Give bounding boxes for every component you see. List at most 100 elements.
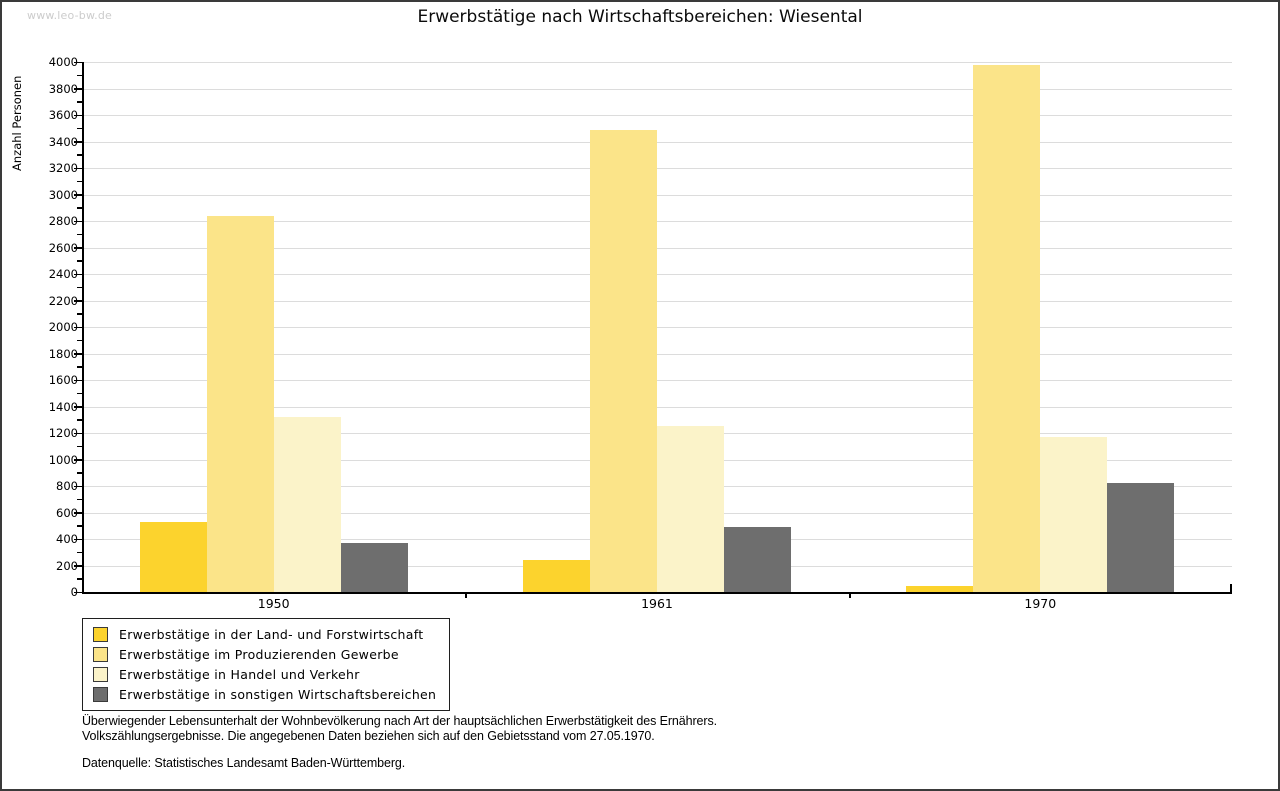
y-tick-label: 3400 [48, 134, 78, 149]
x-axis-end-tick [1230, 584, 1232, 592]
footnote-line-1: Überwiegender Lebensunterhalt der Wohnbe… [82, 714, 717, 728]
y-axis-minor-tick [77, 392, 82, 395]
y-tick-label: 3800 [48, 81, 78, 96]
y-tick-label: 1400 [48, 399, 78, 414]
gridline [82, 62, 1232, 63]
gridline [82, 300, 1232, 302]
y-axis-major-tick [74, 300, 82, 302]
y-axis-major-tick [74, 194, 82, 196]
y-tick-label: 3200 [48, 161, 78, 175]
y-tick-label: 800 [56, 479, 78, 493]
y-axis-minor-tick [77, 286, 82, 289]
y-axis-minor-tick [77, 233, 82, 236]
y-tick-label: 2600 [48, 240, 78, 255]
gridline [82, 247, 1232, 249]
y-axis-minor-tick [77, 313, 82, 315]
gridline [82, 141, 1232, 143]
y-axis-minor-tick [77, 366, 82, 368]
bar [590, 129, 657, 592]
gridline [82, 115, 1232, 116]
footnote-source: Datenquelle: Statistisches Landesamt Bad… [82, 756, 406, 770]
y-axis-minor-tick [77, 180, 82, 183]
bar [724, 527, 791, 592]
y-axis-major-tick [74, 273, 82, 275]
y-axis-major-tick [74, 459, 82, 461]
y-tick-label: 400 [56, 532, 78, 546]
gridline [82, 380, 1232, 381]
y-axis-minor-tick [77, 339, 82, 342]
y-tick-label: 1800 [48, 346, 78, 361]
bar [906, 586, 974, 592]
bar [523, 560, 590, 592]
y-tick-label: 0 [70, 585, 78, 599]
x-tick-label: 1950 [257, 596, 290, 611]
y-axis-minor-tick [77, 207, 82, 209]
legend-item: Erwerbstätige in Handel und Verkehr [83, 664, 449, 684]
y-axis-major-tick [74, 485, 82, 487]
y-tick-label: 3600 [48, 108, 78, 122]
y-axis-minor-tick [77, 445, 82, 448]
legend-swatch-icon [93, 626, 108, 642]
y-axis-line [82, 62, 84, 594]
chart-title: Erwerbstätige nach Wirtschaftsbereichen:… [417, 7, 863, 27]
y-axis-major-tick [74, 88, 82, 90]
y-tick-label: 1000 [48, 452, 78, 467]
legend-item-label: Erwerbstätige in sonstigen Wirtschaftsbe… [119, 686, 437, 702]
y-axis-major-tick [74, 326, 82, 328]
y-axis-major-tick [74, 61, 82, 63]
y-axis-minor-tick [77, 525, 82, 527]
y-axis-minor-tick [77, 419, 82, 421]
bar [1040, 436, 1108, 592]
y-tick-label: 2800 [48, 214, 78, 228]
bar [139, 521, 207, 592]
y-tick-label: 4000 [48, 55, 78, 69]
legend-item-label: Erwerbstätige im Produzierenden Gewerbe [119, 646, 399, 662]
y-axis-major-tick [74, 220, 82, 222]
y-axis-major-tick [74, 512, 82, 514]
bar [340, 542, 408, 592]
gridline [82, 88, 1232, 90]
y-axis-major-tick [74, 379, 82, 381]
gridline [82, 221, 1232, 222]
legend-swatch-icon [93, 666, 108, 682]
bar [973, 64, 1041, 592]
chart-footnotes: Überwiegender Lebensunterhalt der Wohnbe… [82, 714, 717, 771]
y-axis-minor-tick [77, 127, 82, 130]
y-tick-label: 1200 [48, 426, 78, 440]
bar [273, 417, 341, 592]
y-tick-label: 2400 [48, 267, 78, 281]
y-axis-minor-tick [77, 578, 82, 580]
y-tick-label: 600 [56, 505, 78, 520]
gridline [82, 274, 1232, 275]
bar-chart: Anzahl Personen 1950 1961 1970 0 200 400 600 80… [2, 2, 1278, 622]
x-axis-boundary-tick [465, 592, 468, 598]
y-axis-major-tick [74, 432, 82, 434]
bar [206, 215, 274, 592]
gridline [82, 327, 1232, 328]
bar [657, 426, 724, 592]
y-tick-label: 2200 [48, 293, 78, 308]
legend-item: Erwerbstätige im Produzierenden Gewerbe [83, 644, 449, 664]
y-axis-title: Anzahl Personen [10, 75, 24, 171]
legend-item: Erwerbstätige in der Land- und Forstwirt… [83, 624, 449, 644]
y-axis-major-tick [74, 406, 82, 408]
y-axis-major-tick [74, 591, 82, 593]
x-tick-label: 1961 [641, 596, 673, 611]
y-tick-label: 3000 [48, 187, 78, 202]
y-axis-major-tick [74, 565, 82, 567]
y-tick-label: 1600 [48, 373, 78, 387]
legend-item-label: Erwerbstätige in der Land- und Forstwirt… [119, 626, 424, 642]
y-tick-label: 2000 [48, 320, 78, 334]
legend-item: Erwerbstätige in sonstigen Wirtschaftsbe… [83, 684, 449, 704]
gridline [82, 353, 1232, 355]
y-axis-minor-tick [77, 101, 82, 103]
gridline [82, 406, 1232, 408]
y-axis-minor-tick [77, 498, 82, 501]
watermark: www.leo-bw.de [27, 9, 113, 22]
x-tick-label: 1970 [1024, 596, 1057, 611]
y-axis-minor-tick [77, 472, 82, 474]
y-axis-minor-tick [77, 74, 82, 77]
x-axis-boundary-tick [848, 592, 851, 598]
gridline [82, 168, 1232, 169]
